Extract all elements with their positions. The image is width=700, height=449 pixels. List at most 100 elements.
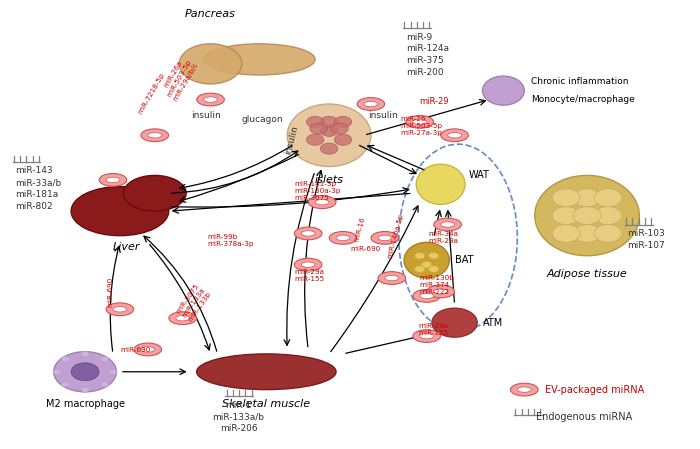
Text: miR-26
miR-503-5p
miR-27a-3p: miR-26 miR-503-5p miR-27a-3p: [400, 116, 442, 136]
Ellipse shape: [61, 382, 69, 387]
Ellipse shape: [594, 224, 622, 242]
Ellipse shape: [378, 272, 405, 284]
Ellipse shape: [53, 369, 62, 374]
Ellipse shape: [428, 266, 439, 273]
Ellipse shape: [441, 222, 454, 227]
Text: Adipose tissue: Adipose tissue: [547, 269, 627, 279]
Text: Skeletal muscle: Skeletal muscle: [223, 399, 310, 409]
Ellipse shape: [482, 76, 524, 105]
Ellipse shape: [573, 224, 601, 242]
Ellipse shape: [335, 116, 351, 128]
Ellipse shape: [329, 232, 357, 244]
Ellipse shape: [413, 290, 440, 302]
Ellipse shape: [310, 123, 328, 134]
Text: ATM: ATM: [482, 318, 503, 328]
Ellipse shape: [371, 232, 399, 244]
Ellipse shape: [594, 207, 622, 224]
Ellipse shape: [378, 235, 392, 241]
Text: WAT: WAT: [468, 171, 489, 180]
Ellipse shape: [404, 242, 449, 278]
Text: Pancreas: Pancreas: [185, 9, 236, 19]
Ellipse shape: [169, 312, 197, 325]
Ellipse shape: [295, 258, 322, 271]
Ellipse shape: [61, 357, 69, 362]
Ellipse shape: [321, 143, 338, 154]
Text: miR-16: miR-16: [354, 216, 366, 242]
Ellipse shape: [336, 235, 350, 241]
Ellipse shape: [421, 261, 432, 268]
Ellipse shape: [510, 383, 538, 396]
Ellipse shape: [81, 351, 89, 357]
Ellipse shape: [308, 196, 336, 209]
Ellipse shape: [331, 123, 349, 134]
Ellipse shape: [287, 104, 371, 167]
Ellipse shape: [321, 116, 338, 128]
Ellipse shape: [535, 176, 639, 256]
Text: miR-7218-5p: miR-7218-5p: [137, 72, 166, 115]
Text: insulin: insulin: [284, 124, 300, 155]
Ellipse shape: [307, 116, 324, 128]
Text: miR-690: miR-690: [121, 348, 151, 353]
Text: miR-690: miR-690: [108, 276, 114, 307]
Ellipse shape: [176, 316, 190, 321]
Text: miR-146a-5p: miR-146a-5p: [387, 212, 405, 259]
Text: Monocyte/macrophage: Monocyte/macrophage: [531, 95, 635, 104]
Ellipse shape: [432, 308, 477, 337]
Ellipse shape: [552, 224, 580, 242]
Text: miR-99b
miR-378a-3p: miR-99b miR-378a-3p: [207, 233, 253, 247]
Ellipse shape: [197, 354, 336, 390]
Ellipse shape: [573, 207, 601, 224]
Ellipse shape: [99, 173, 127, 186]
Text: insulin: insulin: [191, 110, 221, 119]
Text: islets: islets: [314, 176, 344, 185]
Ellipse shape: [428, 252, 439, 259]
Ellipse shape: [434, 218, 461, 231]
Text: glucagon: glucagon: [242, 115, 284, 124]
Ellipse shape: [357, 97, 385, 110]
Ellipse shape: [301, 262, 315, 267]
Ellipse shape: [134, 343, 162, 356]
Text: miR-143
miR-33a/b
miR-181a
miR-802: miR-143 miR-33a/b miR-181a miR-802: [15, 167, 62, 211]
Ellipse shape: [414, 266, 425, 273]
Ellipse shape: [406, 115, 433, 128]
Ellipse shape: [179, 44, 242, 84]
Ellipse shape: [552, 189, 580, 207]
Text: miR-690: miR-690: [350, 246, 380, 252]
Ellipse shape: [434, 289, 447, 294]
Ellipse shape: [517, 387, 531, 392]
Ellipse shape: [204, 44, 315, 75]
Ellipse shape: [141, 347, 155, 352]
Text: insulin: insulin: [369, 110, 398, 119]
Ellipse shape: [427, 285, 454, 298]
Ellipse shape: [448, 132, 461, 138]
Text: miR-26a
miR-503-5p
miR-29a/b/c: miR-26a miR-503-5p miR-29a/b/c: [160, 54, 199, 102]
Ellipse shape: [413, 330, 440, 343]
Ellipse shape: [364, 101, 378, 107]
Ellipse shape: [81, 387, 89, 392]
Ellipse shape: [141, 129, 169, 141]
Ellipse shape: [307, 134, 324, 145]
Text: miR-29a
miR-155: miR-29a miR-155: [294, 269, 325, 282]
Text: BAT: BAT: [454, 255, 473, 265]
Text: Chronic inflammation: Chronic inflammation: [531, 77, 629, 86]
Ellipse shape: [71, 187, 169, 236]
Text: miR-29a
miR-155: miR-29a miR-155: [419, 323, 449, 336]
Text: EV-packaged miRNA: EV-packaged miRNA: [545, 385, 645, 395]
Ellipse shape: [106, 303, 134, 316]
Ellipse shape: [204, 97, 218, 102]
Ellipse shape: [335, 134, 351, 145]
Text: miR-103
miR-107: miR-103 miR-107: [627, 229, 665, 250]
Text: miR-3075
miR-133a
miR-133b: miR-3075 miR-133a miR-133b: [176, 282, 212, 323]
Ellipse shape: [295, 227, 322, 240]
Ellipse shape: [71, 363, 99, 381]
Ellipse shape: [441, 129, 468, 141]
Text: Liver: Liver: [113, 242, 141, 252]
Ellipse shape: [106, 177, 120, 183]
Ellipse shape: [148, 132, 162, 138]
Ellipse shape: [123, 176, 186, 211]
Ellipse shape: [315, 199, 329, 205]
Text: miR-1
miR-133a/b
miR-206: miR-1 miR-133a/b miR-206: [212, 401, 265, 433]
Ellipse shape: [321, 125, 338, 136]
Ellipse shape: [413, 119, 426, 124]
Ellipse shape: [197, 93, 225, 106]
